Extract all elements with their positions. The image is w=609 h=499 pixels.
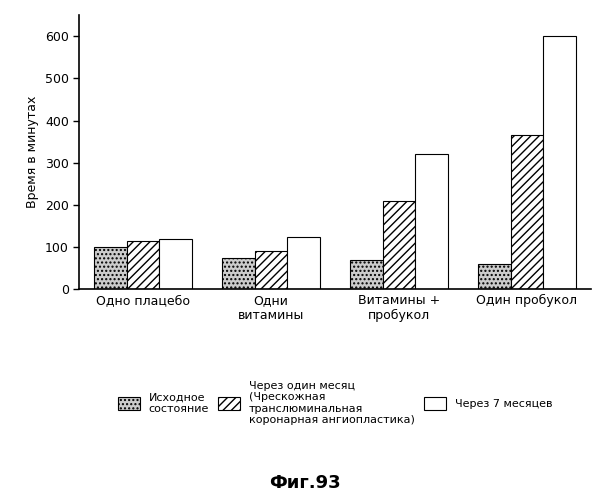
Text: Фиг.93: Фиг.93 xyxy=(269,474,340,492)
Bar xyxy=(478,264,510,289)
Bar xyxy=(382,201,415,289)
Bar xyxy=(127,241,160,289)
Bar xyxy=(415,154,448,289)
Bar xyxy=(510,135,543,289)
Bar xyxy=(255,251,287,289)
Bar xyxy=(222,258,255,289)
Bar xyxy=(160,239,192,289)
Bar xyxy=(543,36,576,289)
Bar xyxy=(350,260,382,289)
Bar xyxy=(287,237,320,289)
Legend: Исходное
состояние, Через один месяц
(Чрескожная
транслюминальная
коронарная анг: Исходное состояние, Через один месяц (Чр… xyxy=(114,377,556,429)
Bar xyxy=(94,247,127,289)
Y-axis label: Время в минутах: Время в минутах xyxy=(26,96,39,209)
